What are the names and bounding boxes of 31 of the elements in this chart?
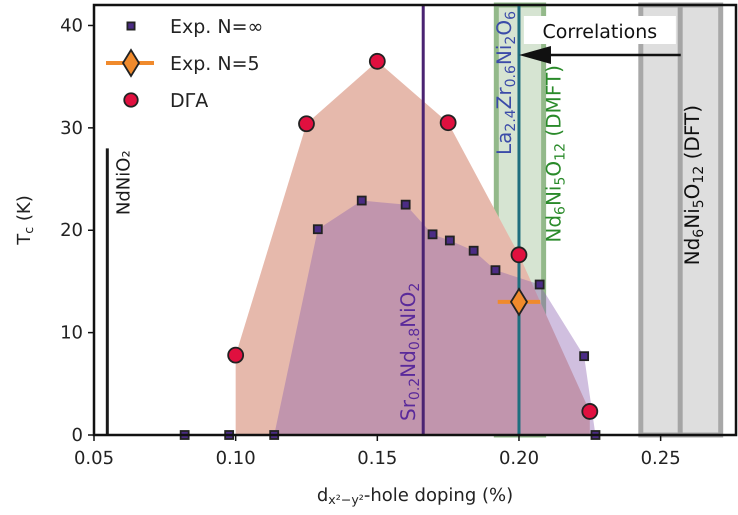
point — [490, 265, 500, 276]
y-tick-label: 30 — [60, 118, 83, 139]
point — [444, 236, 455, 246]
point — [581, 403, 598, 420]
y-tick-label: 0 — [72, 425, 83, 446]
x-tick-label: 0.15 — [357, 448, 398, 469]
x-tick-label: 0.20 — [498, 448, 540, 469]
point — [356, 196, 367, 206]
x-tick-label: 0.10 — [216, 448, 256, 469]
annotation: Correlations — [542, 21, 658, 43]
point — [534, 280, 545, 290]
x-tick-label: 0.25 — [640, 448, 681, 469]
point — [440, 114, 457, 132]
point — [312, 224, 323, 234]
y-tick-label: 20 — [60, 220, 83, 242]
point — [298, 115, 315, 132]
point — [227, 346, 244, 364]
point — [400, 200, 411, 210]
legend-label: DΓA — [170, 90, 208, 112]
point — [368, 52, 386, 70]
y-tick-label: 10 — [60, 322, 83, 344]
legend-label: Exp. N=∞ — [170, 16, 264, 38]
point — [428, 229, 438, 240]
point — [510, 246, 528, 264]
x-tick-label: 0.05 — [74, 448, 114, 469]
legend-label: Exp. N=5 — [170, 53, 260, 75]
text: NdNiO₂ — [113, 150, 134, 216]
x-axis-title: d$_{x²−y²}$-hole doping (%) — [316, 485, 514, 508]
point — [579, 351, 590, 362]
point — [468, 246, 479, 256]
y-tick-label: 40 — [60, 15, 83, 36]
